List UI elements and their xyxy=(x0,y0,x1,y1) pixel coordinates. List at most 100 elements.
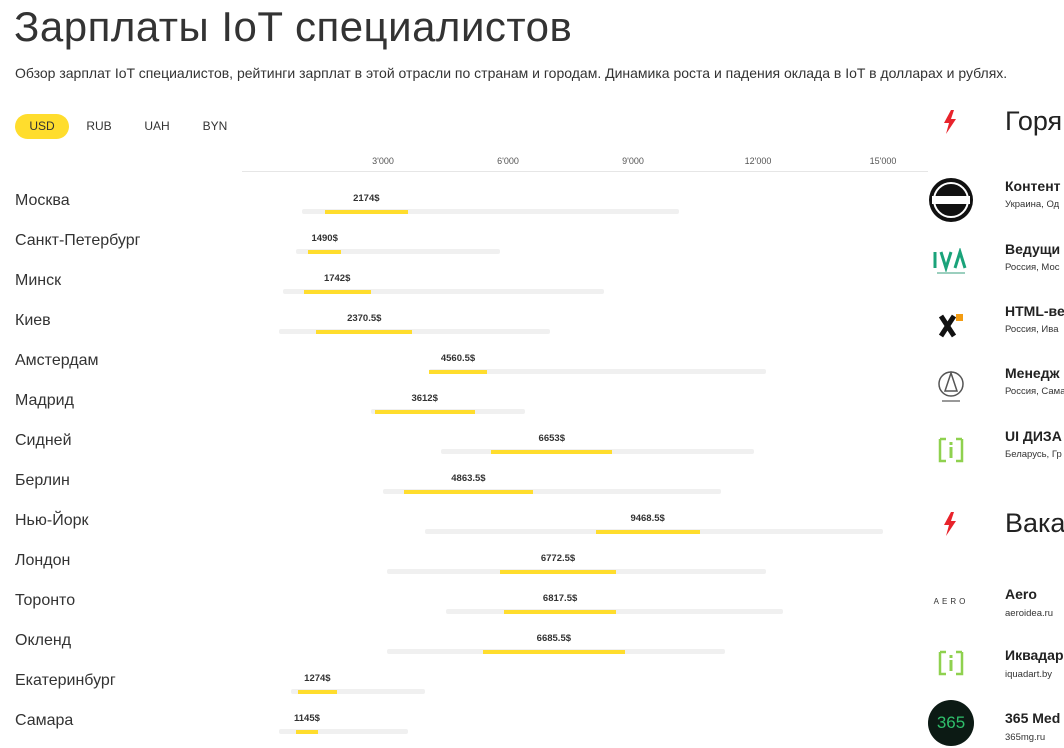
city-label: Берлин xyxy=(15,472,70,489)
hot-job-item[interactable]: HTML-ве Россия, Ива xyxy=(928,302,1064,358)
salary-value-label: 6653$ xyxy=(538,433,565,444)
city-label: Торонто xyxy=(15,592,76,609)
job-title[interactable]: Ведущи xyxy=(1005,241,1061,257)
salary-value-label: 4560.5$ xyxy=(440,353,476,364)
city-label: Санкт-Петербург xyxy=(15,232,141,249)
salary-median-bar[interactable] xyxy=(324,209,408,214)
hot-jobs-title: Горя xyxy=(1005,106,1063,136)
salary-range-bar xyxy=(428,369,767,374)
company-item[interactable]: 365 365 Med 365mg.ru xyxy=(928,700,1064,748)
company-site: iquadart.by xyxy=(1005,669,1053,680)
salary-value-label: 1490$ xyxy=(311,233,338,244)
salary-range-bar xyxy=(295,249,500,254)
salary-value-label: 6817.5$ xyxy=(542,593,578,604)
salary-range-bar xyxy=(278,329,550,334)
salary-value-label: 2174$ xyxy=(353,193,380,204)
salary-value-label: 1274$ xyxy=(304,673,331,684)
company-title[interactable]: Иквадар xyxy=(1005,647,1064,663)
salary-value-label: 6685.5$ xyxy=(536,633,572,644)
currency-tab-uah[interactable]: UAH xyxy=(144,119,170,133)
company-title[interactable]: Aero xyxy=(1005,586,1037,602)
x-tick-label: 15'000 xyxy=(869,156,897,166)
job-title[interactable]: Контент xyxy=(1005,178,1061,194)
hot-job-item[interactable]: Ведущи Россия, Мос xyxy=(928,240,1064,296)
salary-median-bar[interactable] xyxy=(308,249,342,254)
job-location: Россия, Ива xyxy=(1005,324,1059,335)
job-location: Россия, Сама xyxy=(1005,386,1064,397)
x-tick-label: 6'000 xyxy=(497,156,519,166)
aero-logo-icon: AERO xyxy=(928,580,974,622)
city-label: Киев xyxy=(15,312,51,329)
currency-tab-usd[interactable]: USD xyxy=(15,114,69,139)
job-location: Беларусь, Гр xyxy=(1005,449,1062,460)
flame-icon xyxy=(944,110,956,134)
iquadart-logo-icon xyxy=(928,640,974,686)
chart-axis-line xyxy=(242,171,928,172)
salary-median-bar[interactable] xyxy=(503,609,617,614)
salary-median-bar[interactable] xyxy=(316,329,413,334)
hot-job-item[interactable]: Контент Украина, Од xyxy=(928,177,1064,233)
company-site: 365mg.ru xyxy=(1005,732,1046,743)
currency-tab-byn[interactable]: BYN xyxy=(202,119,228,133)
salary-value-label: 6772.5$ xyxy=(540,553,576,564)
city-label: Мадрид xyxy=(15,392,74,409)
salary-median-bar[interactable] xyxy=(374,409,475,414)
job-location: Россия, Мос xyxy=(1005,262,1060,273)
365-logo-icon: 365 xyxy=(928,700,974,746)
iva-logo-icon xyxy=(928,240,974,286)
flame-icon xyxy=(944,512,956,536)
salary-median-bar[interactable] xyxy=(491,449,613,454)
job-location: Украина, Од xyxy=(1005,199,1060,210)
city-label: Окленд xyxy=(15,632,72,649)
bell-logo-icon xyxy=(928,364,974,410)
job-title[interactable]: UI ДИЗА xyxy=(1005,428,1062,444)
salary-range-bar xyxy=(301,209,679,214)
salary-range-bar xyxy=(278,729,408,734)
salary-value-label: 1742$ xyxy=(323,273,351,284)
city-label: Минск xyxy=(15,272,62,289)
x-tick-label: 9'000 xyxy=(622,156,644,166)
salary-range-bar xyxy=(383,489,721,494)
365-logo-text: 365 xyxy=(936,713,966,732)
salary-median-bar[interactable] xyxy=(303,289,371,294)
page-title: Зарплаты IoT специалистов xyxy=(14,3,573,50)
x-tick-label: 12'000 xyxy=(744,156,772,166)
city-label: Самара xyxy=(15,712,74,729)
salary-value-label: 9468.5$ xyxy=(630,513,665,524)
salary-median-bar[interactable] xyxy=(428,369,488,374)
salary-range-bar xyxy=(283,289,604,294)
salary-median-bar[interactable] xyxy=(295,729,319,734)
city-label: Лондон xyxy=(15,552,71,569)
salary-median-bar[interactable] xyxy=(595,529,700,534)
company-item[interactable]: AERO Aero aeroidea.ru xyxy=(928,580,1064,636)
salary-median-bar[interactable] xyxy=(483,649,625,654)
salary-median-bar[interactable] xyxy=(297,689,338,694)
page-subtitle: Обзор зарплат IoT специалистов, рейтинги… xyxy=(15,65,1008,81)
hot-job-item[interactable]: UI ДИЗА Беларусь, Гр xyxy=(928,427,1064,483)
x-tick-label: 3'000 xyxy=(372,156,394,166)
salary-range-bar xyxy=(291,689,425,694)
vacancies-title: Вака xyxy=(1005,508,1064,538)
city-label: Москва xyxy=(15,192,70,209)
company-site: aeroidea.ru xyxy=(1005,608,1054,619)
salary-value-label: 4863.5$ xyxy=(451,473,486,484)
salary-median-bar[interactable] xyxy=(499,569,617,574)
salary-value-label: 2370.5$ xyxy=(347,313,382,324)
salary-median-bar[interactable] xyxy=(403,489,534,494)
iquadart-logo-icon xyxy=(928,427,974,473)
isminimal-logo-icon xyxy=(928,177,974,223)
aero-logo-text: AERO xyxy=(933,596,969,606)
company-item[interactable]: Иквадар iquadart.by xyxy=(928,640,1064,696)
currency-tab-rub[interactable]: RUB xyxy=(86,119,112,133)
x-logo-icon xyxy=(928,302,974,348)
city-label: Нью-Йорк xyxy=(15,512,89,529)
job-title[interactable]: Менедж xyxy=(1005,365,1060,381)
hot-job-item[interactable]: Менедж Россия, Сама xyxy=(928,364,1064,420)
salary-value-label: 1145$ xyxy=(294,713,320,724)
city-label: Сидней xyxy=(15,432,72,449)
job-title[interactable]: HTML-ве xyxy=(1005,303,1064,319)
company-title[interactable]: 365 Med xyxy=(1005,710,1061,726)
city-label: Амстердам xyxy=(15,352,99,369)
right-sidebar: Горя Контент Украина, Од Ведущи Россия, xyxy=(928,0,1064,748)
